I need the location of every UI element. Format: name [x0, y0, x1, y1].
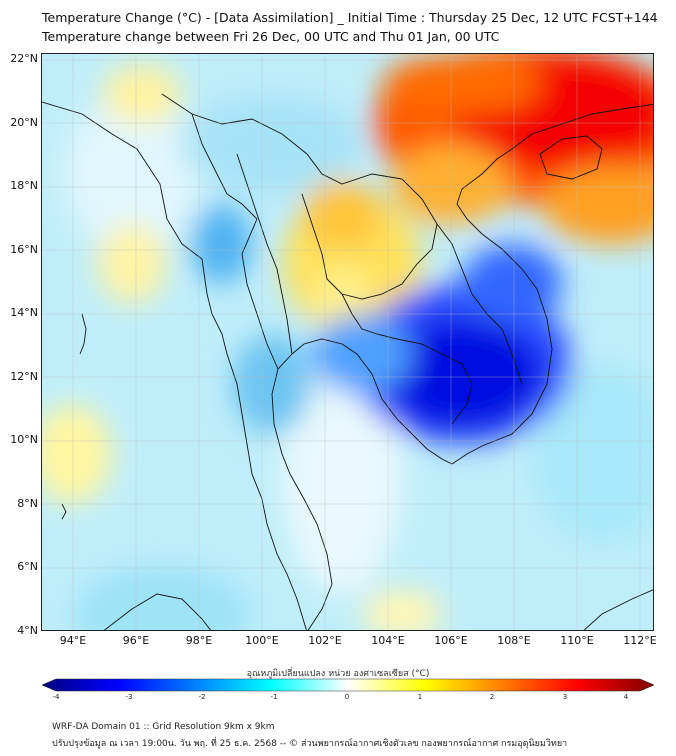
colorbar-tick: 3	[562, 693, 568, 701]
colorbar	[42, 678, 654, 692]
colorbar-tick: -1	[270, 693, 278, 701]
lon-label: 94°E	[59, 634, 87, 647]
lat-label: 4°N	[17, 624, 38, 637]
lon-label: 104°E	[371, 634, 405, 647]
lon-label: 108°E	[497, 634, 531, 647]
colorbar-tick: 1	[417, 693, 423, 701]
colorbar-gradient	[42, 678, 654, 692]
lat-label: 18°N	[10, 179, 38, 192]
lon-label: 98°E	[185, 634, 213, 647]
temperature-change-map	[42, 54, 653, 630]
colorbar-tick: 0	[344, 693, 350, 701]
footer-credit: ปรับปรุงข้อมูล ณ เวลา 19:00น. วัน พฤ. ที…	[52, 739, 568, 749]
map-panel	[41, 53, 654, 631]
lat-label: 6°N	[17, 560, 38, 573]
map-title: Temperature Change (°C) - [Data Assimila…	[42, 10, 658, 25]
colorbar-tick: -4	[52, 693, 60, 701]
lat-label: 16°N	[10, 243, 38, 256]
colorbar-tick: -3	[125, 693, 133, 701]
lon-label: 96°E	[122, 634, 150, 647]
lon-label: 112°E	[623, 634, 657, 647]
lat-label: 8°N	[17, 497, 38, 510]
lon-label: 110°E	[560, 634, 594, 647]
colorbar-title: อุณหภูมิเปลี่ยนแปลง หน่วย องศาเซลเซียส (…	[246, 669, 430, 679]
lat-label: 22°N	[10, 52, 38, 65]
map-subtitle: Temperature change between Fri 26 Dec, 0…	[42, 29, 500, 44]
footer-model-info: WRF-DA Domain 01 :: Grid Resolution 9km …	[52, 722, 275, 732]
colorbar-tick: 4	[623, 693, 629, 701]
lon-label: 102°E	[308, 634, 342, 647]
coastlines-borders	[42, 93, 653, 630]
colorbar-tick: 2	[489, 693, 495, 701]
lon-label: 106°E	[434, 634, 468, 647]
gridlines	[42, 54, 653, 630]
lat-label: 12°N	[10, 370, 38, 383]
lat-label: 10°N	[10, 433, 38, 446]
lon-label: 100°E	[245, 634, 279, 647]
temperature-field	[42, 54, 653, 630]
colorbar-tick: -2	[198, 693, 206, 701]
lat-label: 14°N	[10, 306, 38, 319]
lat-label: 20°N	[10, 116, 38, 129]
